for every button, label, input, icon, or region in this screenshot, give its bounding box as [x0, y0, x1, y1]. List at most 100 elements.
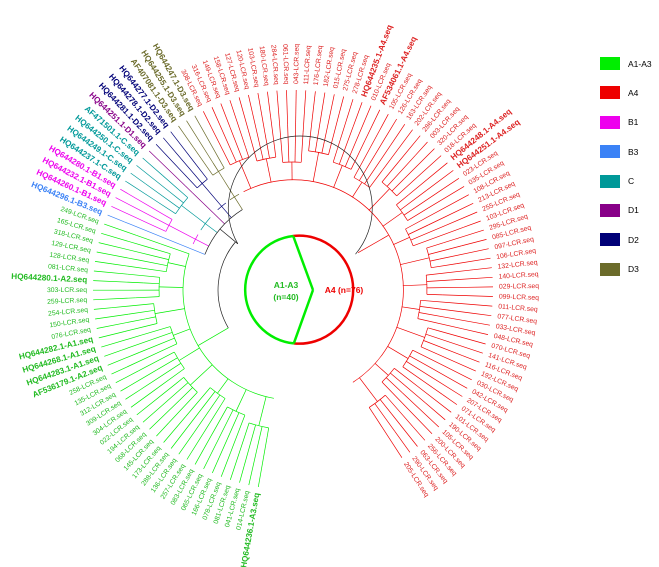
tree-branch	[351, 105, 372, 153]
legend-item-d3: D3	[600, 262, 658, 277]
tree-branch	[400, 190, 427, 211]
tree-branch	[160, 243, 190, 255]
tree-branch	[167, 262, 186, 267]
tree-branch	[421, 155, 442, 174]
tree-branch	[427, 327, 438, 331]
tree-branch	[169, 326, 178, 344]
tree-branch	[168, 392, 198, 424]
tree-branch	[408, 224, 429, 235]
tree-branch	[441, 394, 458, 405]
tree-branch	[426, 294, 443, 296]
tree-branch	[218, 409, 234, 439]
tree-branch	[101, 232, 150, 248]
tree-branch	[381, 161, 399, 183]
tree-branch	[448, 317, 490, 326]
tree-branch	[115, 370, 139, 384]
tree-branch	[168, 224, 196, 240]
tree-branch	[135, 296, 160, 299]
tree-branch	[394, 430, 411, 453]
tree-branch	[227, 135, 373, 255]
tree-branch	[149, 223, 167, 232]
tree-branch	[245, 147, 250, 158]
tree-branch	[379, 399, 392, 414]
tree-branch	[111, 303, 154, 309]
tree-branch	[211, 427, 233, 474]
tree-branch	[182, 253, 274, 399]
tree-branch	[156, 357, 178, 371]
tree-branch	[145, 316, 156, 320]
tree-branch	[410, 224, 447, 241]
tree-branch	[420, 299, 459, 304]
tree-branch	[101, 334, 142, 348]
tree-branch	[115, 197, 139, 210]
tree-branch	[364, 109, 381, 141]
tree-branch	[93, 280, 144, 284]
tree-branch	[437, 353, 476, 372]
tree-branch	[130, 387, 159, 408]
tree-branch	[138, 209, 169, 226]
legend-swatch	[600, 203, 620, 217]
tree-branch	[107, 352, 140, 366]
tree-branch	[417, 300, 421, 319]
tree-branch	[359, 377, 378, 402]
tree-branch	[235, 389, 247, 412]
tree-branch	[218, 171, 235, 198]
tree-branch	[359, 154, 376, 181]
tree-branch	[125, 180, 154, 200]
tree-branch	[353, 129, 381, 178]
tree-branch	[138, 351, 175, 372]
tree-branch	[316, 92, 326, 142]
tree-branch	[124, 221, 164, 238]
tree-branch	[248, 451, 257, 486]
leaf-label: 099-LCR.seq	[499, 293, 539, 301]
tree-branch	[456, 257, 491, 264]
tree-branch	[374, 403, 395, 432]
tree-branch	[194, 448, 205, 465]
tree-branch	[112, 263, 167, 273]
tree-branch	[192, 192, 215, 214]
tree-branch	[412, 349, 449, 369]
tree-branch	[181, 205, 206, 224]
tree-branch	[425, 402, 446, 421]
tree-branch	[398, 135, 421, 163]
tree-branch	[93, 297, 136, 301]
tree-branch	[396, 172, 423, 197]
tree-branch	[400, 257, 430, 266]
tree-branch	[201, 391, 216, 410]
tree-branch	[450, 276, 493, 281]
tree-branch	[381, 181, 397, 197]
tree-branch	[418, 312, 449, 319]
tree-branch	[369, 169, 383, 188]
tree-branch	[212, 167, 225, 176]
tree-branch	[374, 363, 389, 376]
tree-branch	[210, 127, 231, 166]
tree-branch	[385, 394, 414, 428]
green-clade-count: (n=40)	[273, 292, 298, 302]
tree-branch	[227, 406, 246, 416]
tree-branch	[426, 269, 474, 276]
tree-branch	[408, 162, 448, 195]
tree-branch	[382, 129, 413, 171]
tree-branch	[374, 415, 403, 458]
leaf-label: 176-LCR.seq	[313, 45, 324, 86]
tree-branch	[139, 337, 175, 353]
leaf-label: 140-LCR.seq	[498, 271, 539, 281]
leaf-label: 128-LCR.seq	[49, 252, 90, 265]
tree-branch	[194, 115, 212, 146]
tree-branch	[193, 147, 214, 176]
tree-branch	[294, 107, 297, 163]
tree-branch	[96, 318, 146, 329]
leaf-label: 284-LCR.seq	[269, 45, 279, 86]
tree-branch	[243, 179, 404, 383]
tree-branch	[386, 377, 403, 393]
leaf-label: 111-LCR.seq	[303, 45, 313, 85]
tree-branch	[158, 368, 185, 388]
tree-branch	[130, 172, 146, 184]
legend-label: B1	[628, 117, 639, 128]
tree-branch	[443, 229, 484, 244]
tree-branch	[379, 114, 389, 131]
legend-label: D1	[628, 205, 639, 216]
tree-branch	[154, 308, 185, 314]
tree-branch	[443, 178, 460, 189]
tree-branch	[461, 239, 487, 247]
